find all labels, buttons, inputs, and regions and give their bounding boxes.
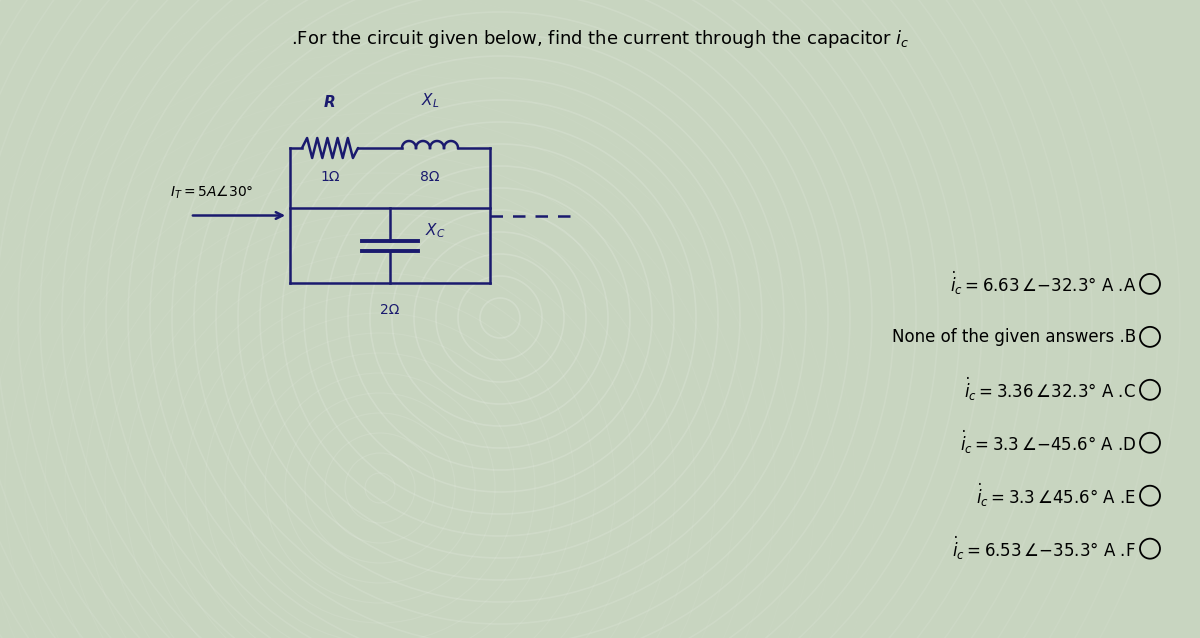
Text: .For the circuit given below, find the current through the capacitor $i_c$: .For the circuit given below, find the c… <box>290 28 910 50</box>
Text: $\dot{i}_c = 3.36\, \angle{32.3°}$ A .C: $\dot{i}_c = 3.36\, \angle{32.3°}$ A .C <box>964 376 1136 403</box>
Text: 1Ω: 1Ω <box>320 170 340 184</box>
Text: $X_L$: $X_L$ <box>421 91 439 110</box>
Text: $\dot{i}_c = 3.3\, \angle{45.6°}$ A .E: $\dot{i}_c = 3.3\, \angle{45.6°}$ A .E <box>976 482 1136 509</box>
Text: 2Ω: 2Ω <box>380 303 400 317</box>
Text: $\dot{i}_c = 6.63\, \angle{-32.3°}$ A .A: $\dot{i}_c = 6.63\, \angle{-32.3°}$ A .A <box>949 271 1136 297</box>
Text: None of the given answers .B: None of the given answers .B <box>892 328 1136 346</box>
Text: $X_C$: $X_C$ <box>425 221 445 240</box>
Text: $\dot{i}_c = 3.3\, \angle{-45.6°}$ A .D: $\dot{i}_c = 3.3\, \angle{-45.6°}$ A .D <box>960 429 1136 456</box>
Text: $I_T = 5A \angle 30°$: $I_T = 5A \angle 30°$ <box>170 183 253 200</box>
Text: R: R <box>324 95 336 110</box>
Text: 8Ω: 8Ω <box>420 170 439 184</box>
Text: $\dot{i}_c = 6.53\, \angle{-35.3°}$ A .F: $\dot{i}_c = 6.53\, \angle{-35.3°}$ A .F <box>953 535 1136 562</box>
